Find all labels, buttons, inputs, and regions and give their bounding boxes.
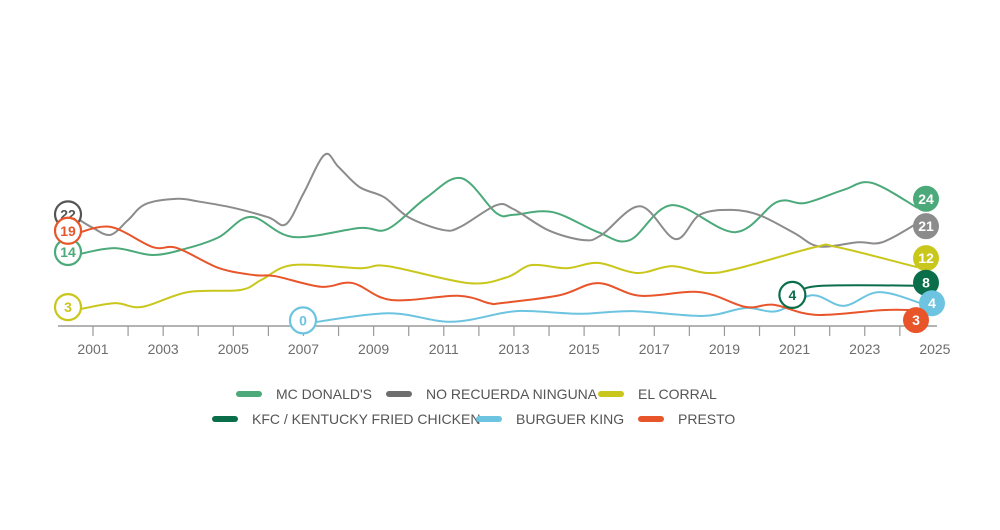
series-line-el-corral bbox=[75, 243, 918, 312]
end-marker-label: 4 bbox=[928, 295, 936, 311]
end-marker-no-recuerda-ninguna: 21 bbox=[913, 213, 939, 240]
end-marker-label: 3 bbox=[912, 312, 920, 328]
legend-swatch bbox=[476, 416, 502, 422]
x-axis: 2001 2003 2005 2007 2009 2011 2013 2015 2017 2019… bbox=[58, 325, 951, 357]
start-marker-presto: 19 bbox=[53, 216, 83, 245]
series-line-mc-donald-s bbox=[75, 176, 918, 256]
start-marker-label: 0 bbox=[299, 312, 307, 328]
legend-swatch bbox=[598, 391, 624, 397]
start-marker-circle bbox=[53, 216, 83, 245]
end-marker-circle bbox=[913, 245, 939, 272]
legend-item-presto: PRESTO bbox=[638, 411, 735, 427]
start-marker-label: 19 bbox=[60, 223, 76, 239]
x-tick-label: 2013 bbox=[498, 341, 529, 357]
legend-swatch bbox=[212, 416, 238, 422]
start-marker-label: 3 bbox=[64, 299, 72, 315]
legend-label: NO RECUERDA NINGUNA bbox=[426, 386, 598, 402]
end-marker-circle bbox=[903, 307, 929, 334]
legend-label: KFC / KENTUCKY FRIED CHICKEN bbox=[252, 411, 481, 427]
x-tick-label: 2001 bbox=[77, 341, 108, 357]
end-marker-label: 8 bbox=[922, 275, 930, 291]
legend-swatch bbox=[386, 391, 412, 397]
legend-label: BURGUER KING bbox=[516, 411, 625, 427]
start-marker-el-corral: 3 bbox=[53, 293, 83, 322]
end-marker-kfc-kentucky-fried-chicken: 8 bbox=[913, 269, 939, 296]
x-tick-label: 2025 bbox=[919, 341, 950, 357]
legend-label: MC DONALD'S bbox=[276, 386, 373, 402]
end-marker-circle bbox=[919, 290, 945, 317]
x-tick-label: 2021 bbox=[779, 341, 810, 357]
x-tick-label: 2015 bbox=[569, 341, 600, 357]
start-marker-label: 4 bbox=[788, 287, 796, 303]
series-line-no-recuerda-ninguna bbox=[74, 152, 918, 248]
start-marker-burguer-king: 0 bbox=[288, 306, 318, 335]
series-line-burguer-king bbox=[306, 291, 922, 325]
end-marker-presto: 3 bbox=[903, 307, 929, 334]
end-marker-circle bbox=[913, 185, 939, 212]
end-marker-circle bbox=[913, 213, 939, 240]
legend-item-mcdonalds: MC DONALD'S bbox=[236, 386, 372, 402]
end-marker-circle bbox=[913, 269, 939, 296]
start-marker-circle bbox=[288, 306, 318, 335]
start-marker-kfc-kentucky-fried-chicken: 4 bbox=[778, 280, 807, 310]
end-marker-label: 12 bbox=[918, 250, 934, 266]
legend-item-no-recuerda: NO RECUERDA NINGUNA bbox=[386, 386, 597, 402]
x-tick-label: 2017 bbox=[639, 341, 670, 357]
series-line-presto bbox=[75, 225, 914, 316]
end-marker-burguer-king: 4 bbox=[919, 290, 945, 317]
end-marker-label: 24 bbox=[918, 191, 934, 207]
x-tick-label: 2007 bbox=[288, 341, 319, 357]
start-marker-label: 14 bbox=[60, 244, 76, 260]
x-tick-label: 2023 bbox=[849, 341, 880, 357]
end-marker-el-corral: 12 bbox=[913, 245, 939, 272]
legend-swatch bbox=[638, 416, 664, 422]
legend-swatch bbox=[236, 391, 262, 397]
end-marker-label: 21 bbox=[918, 218, 934, 234]
x-tick-label: 2005 bbox=[218, 341, 249, 357]
legend-item-el-corral: EL CORRAL bbox=[598, 386, 717, 402]
x-tick-label: 2003 bbox=[148, 341, 179, 357]
series-lines bbox=[74, 152, 922, 325]
x-tick-label: 2019 bbox=[709, 341, 740, 357]
end-marker-mc-donald-s: 24 bbox=[913, 185, 939, 212]
x-tick-label: 2009 bbox=[358, 341, 389, 357]
start-marker-circle bbox=[53, 293, 83, 322]
start-marker-circle bbox=[778, 280, 807, 310]
legend-item-burguer-king: BURGUER KING bbox=[476, 411, 624, 427]
legend-label: EL CORRAL bbox=[638, 386, 717, 402]
x-tick-label: 2011 bbox=[429, 341, 459, 357]
legend-label: PRESTO bbox=[678, 411, 736, 427]
legend-item-kfc: KFC / KENTUCKY FRIED CHICKEN bbox=[212, 411, 480, 427]
